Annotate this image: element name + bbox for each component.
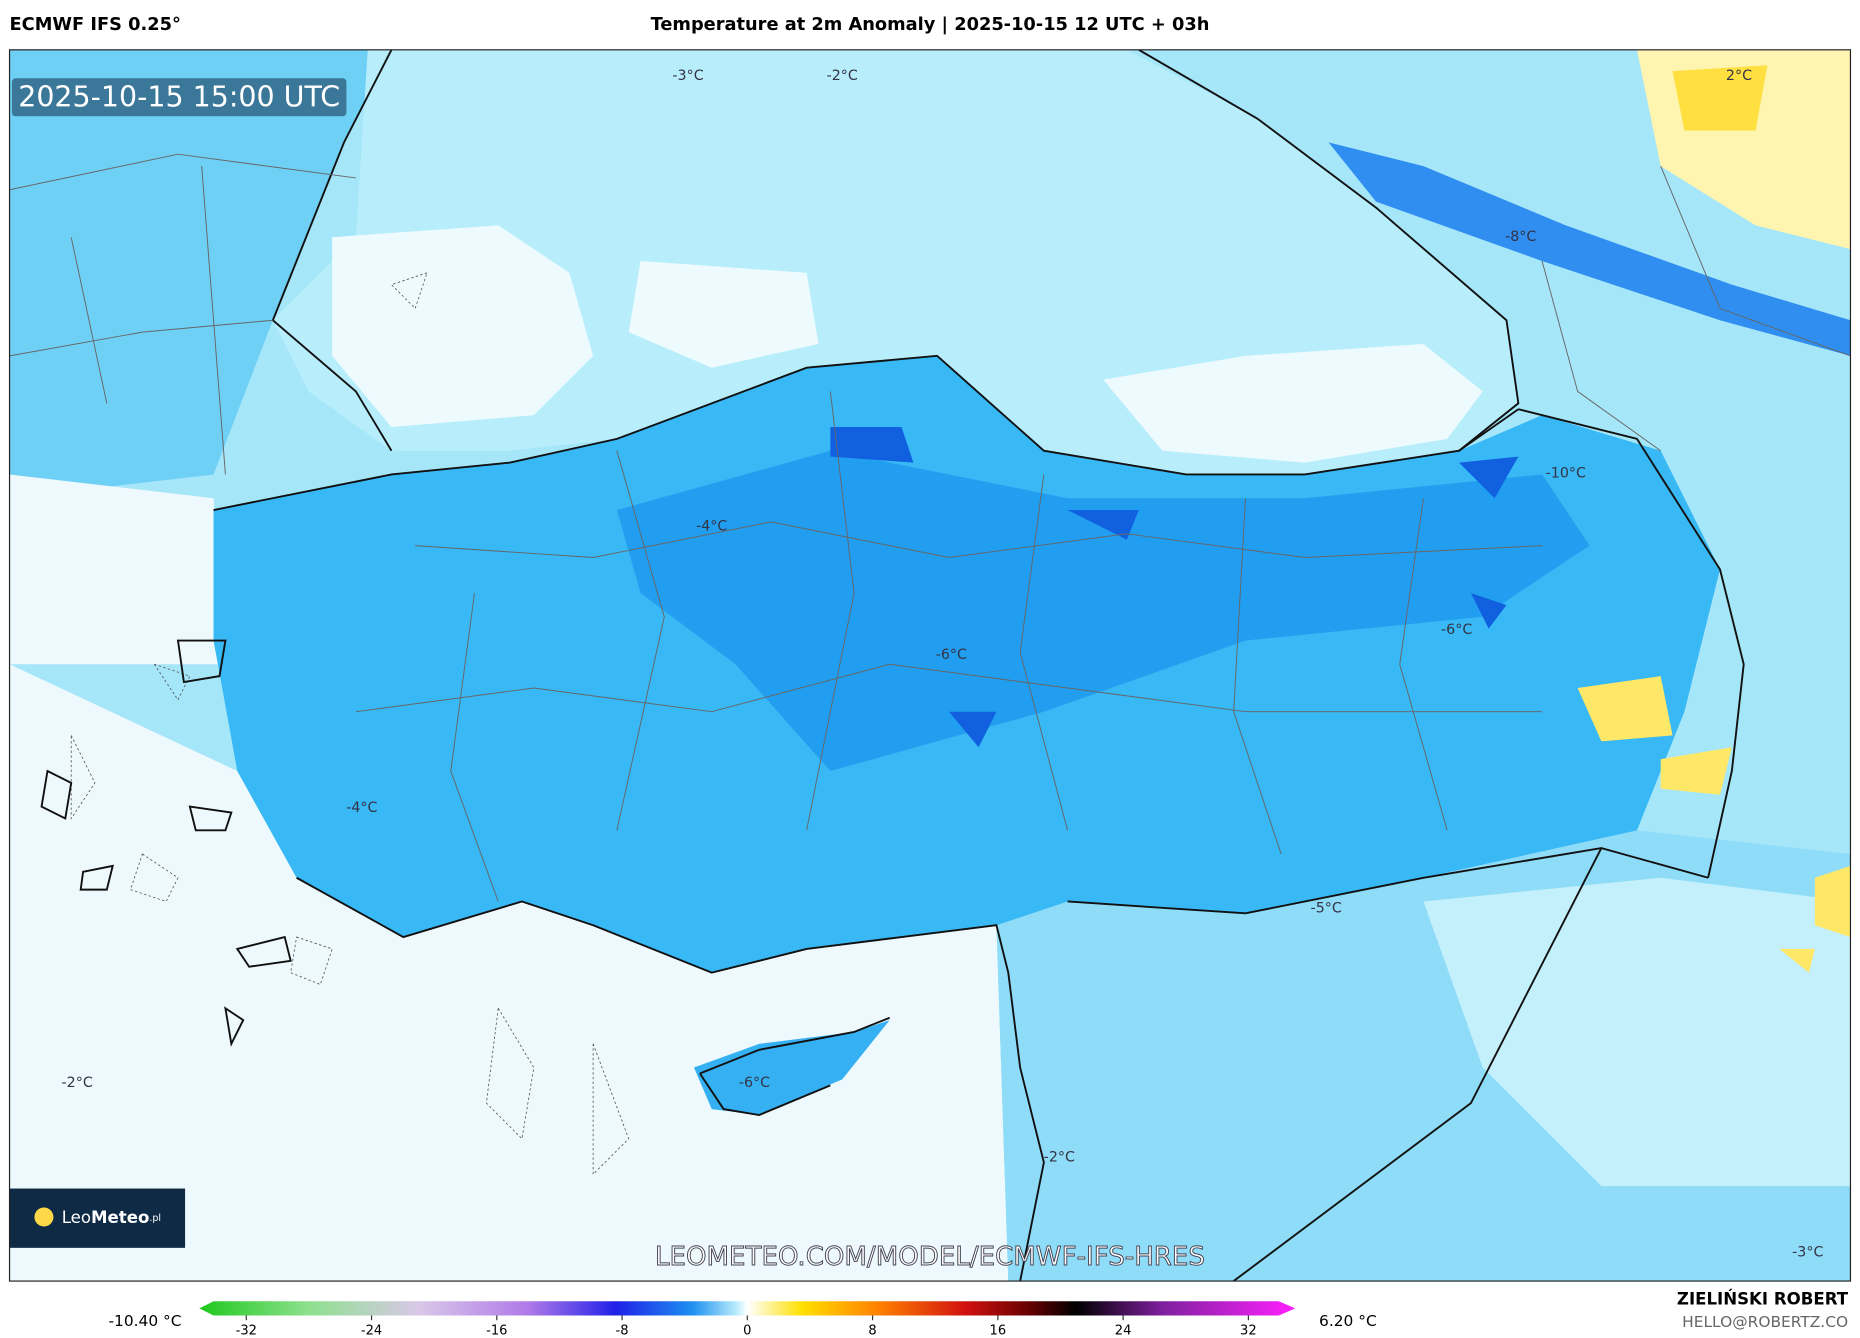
colorbar-tick-label: -16 [486, 1323, 507, 1338]
map-title: Temperature at 2m Anomaly | 2025-10-15 1… [651, 14, 1210, 35]
author: ZIELIŃSKI ROBERT [1677, 1290, 1849, 1309]
admin-border [355, 391, 1543, 902]
cold-band [1328, 142, 1851, 356]
cyprus-coast [699, 1016, 891, 1116]
sea-patch [1103, 343, 1483, 463]
contour-label: -4°C [696, 519, 727, 535]
timestamp-box [11, 78, 347, 117]
logo-suffix: .pl [149, 1213, 161, 1224]
balkans-field [9, 49, 392, 499]
colorbar-max: 6.20 °C [1319, 1312, 1377, 1330]
contour-label: -3°C [672, 68, 703, 84]
aegean [9, 474, 226, 665]
warm-patch [1672, 65, 1768, 131]
colorbar-tick-label: -24 [361, 1323, 382, 1338]
colorbar-min: -10.40 °C [108, 1312, 181, 1330]
warm-patch [1577, 676, 1851, 973]
colorbar: -10.40 °C 6.20 °C -32 -24 -16 -8 0 8 16 24 32 [108, 1301, 1377, 1338]
border [271, 49, 1745, 1282]
colorbar-scale [199, 1301, 1296, 1316]
contour-label: -5°C [1311, 901, 1342, 917]
contour-labels: -3°C -2°C 2°C -8°C -10°C -4°C -6°C -6°C -4°C -5°C… [62, 68, 1824, 1261]
cyprus-field [693, 1020, 890, 1115]
colorbar-tick-label: -8 [616, 1323, 629, 1338]
colorbar-tick-label: -32 [236, 1323, 257, 1338]
logo-name: Leo [62, 1208, 91, 1227]
colorbar-tick-label: 16 [990, 1323, 1007, 1338]
desert-field [1423, 877, 1851, 1187]
logo-name-bold: Meteo [91, 1208, 149, 1227]
contour-label: -6°C [1441, 622, 1472, 638]
contour-label: -2°C [1044, 1150, 1075, 1166]
watermark: LEOMETEO.COM/MODEL/ECMWF-IFS-HRES [655, 1242, 1205, 1272]
map-frame [8, 49, 1852, 1282]
contour-label: -2°C [62, 1075, 93, 1091]
map: 2025-10-15 15:00 UTC -3°C -2°C 2°C -8°C -10°… [9, 49, 1851, 1282]
colorbar-tick-label: 0 [743, 1323, 751, 1338]
model-name: ECMWF IFS 0.25° [10, 14, 181, 35]
cold-core [616, 450, 1590, 772]
contour-label: -4°C [346, 800, 377, 816]
admin-border [9, 153, 1851, 475]
sea-patch [332, 225, 594, 428]
coastline [213, 354, 1519, 511]
contour-label: -8°C [1505, 229, 1536, 245]
logo: LeoMeteo.pl [62, 1208, 161, 1227]
colorbar-tick-label: 24 [1115, 1323, 1132, 1338]
coastline [296, 876, 1045, 1282]
contour-label: -6°C [739, 1075, 770, 1091]
island [40, 639, 292, 1047]
contour-label: 2°C [1726, 68, 1752, 84]
timestamp: 2025-10-15 15:00 UTC [18, 80, 340, 113]
mediterranean [9, 664, 1009, 1282]
contour-label: -6°C [936, 647, 967, 663]
colorbar-tick-label: 8 [868, 1323, 876, 1338]
contour-label: -3°C [1792, 1245, 1823, 1261]
sea-patch [628, 260, 819, 368]
colorbar-tick-label: 32 [1240, 1323, 1257, 1338]
cold-spot [830, 427, 1519, 748]
contour-line [70, 272, 630, 1176]
contour-label: -10°C [1546, 465, 1586, 481]
contour-label: -2°C [827, 68, 858, 84]
email: HELLO@ROBERTZ.CO [1682, 1313, 1848, 1331]
logo-sun [34, 1207, 54, 1227]
